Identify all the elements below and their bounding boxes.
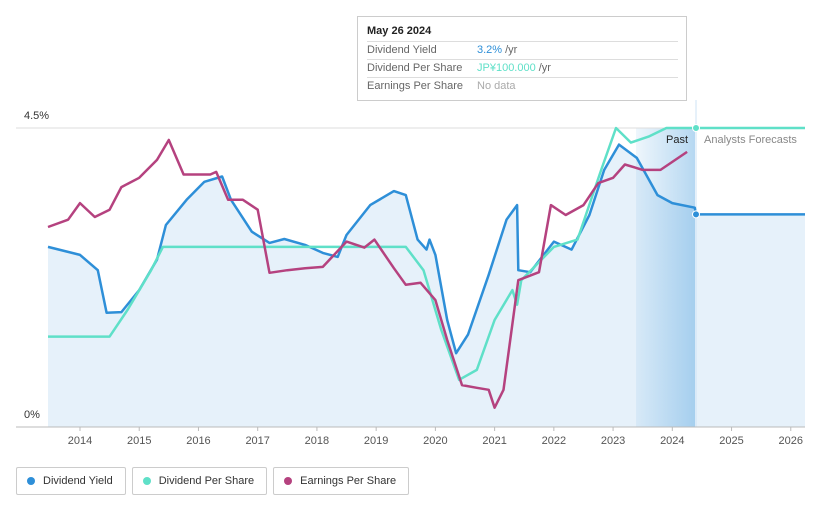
forecast-label: Analysts Forecasts xyxy=(704,134,797,146)
tooltip: May 26 2024 Dividend Yield 3.2%/yr Divide… xyxy=(357,16,687,101)
x-tick-label: 2019 xyxy=(364,435,388,447)
legend-swatch xyxy=(142,477,151,485)
tooltip-label: Earnings Per Share xyxy=(367,80,463,92)
x-tick-label: 2017 xyxy=(245,435,269,447)
x-tick-label: 2021 xyxy=(482,435,506,447)
tooltip-label: Dividend Yield xyxy=(367,44,437,56)
x-tick-label: 2020 xyxy=(423,435,447,447)
tooltip-row: Dividend Per Share JP¥100.000/yr xyxy=(367,59,678,77)
point xyxy=(692,210,701,219)
x-tick-label: 2022 xyxy=(542,435,566,447)
x-tick-label: 2015 xyxy=(127,435,151,447)
x-tick-label: 2016 xyxy=(186,435,210,447)
legend-item[interactable]: Earnings Per Share xyxy=(273,467,410,495)
tooltip-row: Dividend Yield 3.2%/yr xyxy=(367,41,678,59)
legend-item[interactable]: Dividend Per Share xyxy=(131,467,268,495)
past-band xyxy=(636,128,695,427)
tooltip-label: Dividend Per Share xyxy=(367,62,463,74)
area xyxy=(48,144,805,427)
tooltip-value: 3.2% xyxy=(477,44,503,56)
legend-label: Dividend Yield xyxy=(43,475,113,487)
legend-label: Dividend Per Share xyxy=(158,475,255,487)
legend-label: Earnings Per Share xyxy=(300,475,397,487)
tooltip-value: No data xyxy=(477,80,516,92)
legend-swatch xyxy=(27,477,35,485)
x-tick-label: 2024 xyxy=(660,435,684,447)
tooltip-value: JP¥100.000 xyxy=(477,62,536,74)
tooltip-date: May 26 2024 xyxy=(367,25,432,37)
x-tick-label: 2014 xyxy=(68,435,92,447)
legend-swatch xyxy=(284,477,293,485)
past-label: Past xyxy=(666,134,688,146)
line xyxy=(48,126,805,382)
y-tick-label: 4.5% xyxy=(24,110,49,122)
chart: Past Analysts Forecasts 0% 4.5% 2014 2015 20… xyxy=(16,100,805,447)
tooltip-unit: /yr xyxy=(505,44,518,56)
y-tick-label: 0% xyxy=(24,409,40,421)
legend: Dividend Yield Dividend Per Share Earnings… xyxy=(16,467,410,495)
x-tick-label: 2023 xyxy=(601,435,625,447)
tooltip-row: Earnings Per Share No data xyxy=(367,77,678,95)
x-tick-label: 2025 xyxy=(719,435,743,447)
legend-item[interactable]: Dividend Yield xyxy=(16,467,126,495)
line xyxy=(47,138,688,409)
tooltip-unit: /yr xyxy=(538,62,551,74)
point xyxy=(692,124,701,132)
line xyxy=(47,143,805,355)
x-tick-label: 2026 xyxy=(779,435,803,447)
x-tick-label: 2018 xyxy=(305,435,329,447)
